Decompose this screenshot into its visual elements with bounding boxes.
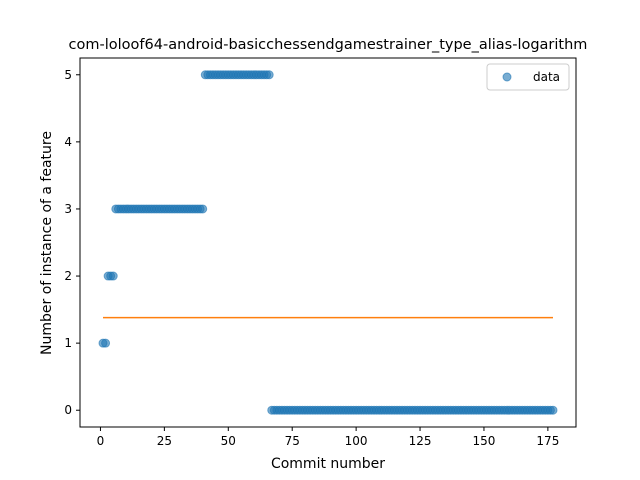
x-tick-label: 175 bbox=[536, 434, 559, 448]
axes: 0 25 50 75 100 125 150 175 0 1 2 3 4 5 bbox=[64, 57, 577, 448]
y-tick-label: 1 bbox=[64, 336, 72, 350]
x-axis-label: Commit number bbox=[271, 456, 385, 472]
y-tick-label: 5 bbox=[64, 68, 72, 82]
legend: data bbox=[486, 63, 570, 91]
legend-marker bbox=[502, 72, 512, 82]
legend-box bbox=[486, 63, 570, 91]
data-point bbox=[264, 70, 274, 80]
y-tick-label: 3 bbox=[64, 202, 72, 216]
plot-area bbox=[98, 70, 558, 415]
data-point bbox=[198, 204, 208, 214]
chart-title: com-loloof64-android-basicchessendgamest… bbox=[69, 37, 588, 53]
x-tick-label: 50 bbox=[221, 434, 236, 448]
legend-label: data bbox=[533, 70, 560, 84]
y-tick-label: 2 bbox=[64, 269, 72, 283]
x-tick-label: 0 bbox=[97, 434, 105, 448]
data-point bbox=[101, 338, 111, 348]
y-tick-label: 0 bbox=[64, 403, 72, 417]
x-tick-label: 125 bbox=[409, 434, 432, 448]
x-tick-label: 100 bbox=[345, 434, 368, 448]
y-tick-label: 4 bbox=[64, 135, 72, 149]
data-point bbox=[548, 405, 558, 415]
x-tick-label: 75 bbox=[285, 434, 300, 448]
plot-frame bbox=[79, 57, 577, 428]
x-tick-label: 150 bbox=[473, 434, 496, 448]
y-axis-label: Number of instance of a feature bbox=[39, 131, 55, 355]
x-tick-label: 25 bbox=[157, 434, 172, 448]
data-point bbox=[108, 271, 118, 281]
scatter-series bbox=[98, 70, 558, 415]
